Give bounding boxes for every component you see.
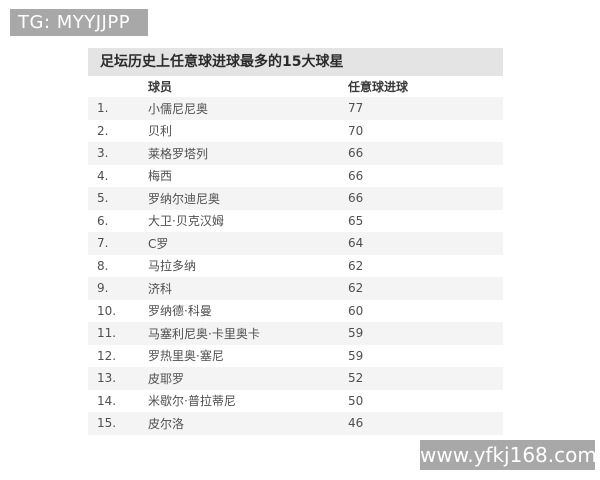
row-rank: 9. (97, 281, 109, 296)
table-row: 14. 米歇尔·普拉蒂尼 50 (88, 389, 503, 412)
row-goals-value: 60 (348, 303, 364, 318)
row-player-name: 罗纳尔迪尼奥 (148, 191, 221, 206)
row-rank: 5. (97, 191, 109, 206)
row-goals-value: 52 (348, 371, 364, 386)
row-player-name: 皮耶罗 (148, 371, 185, 386)
row-rank: 6. (97, 213, 109, 228)
table-title: 足坛历史上任意球进球最多的15大球星 (88, 48, 503, 76)
table-row: 1. 小儒尼尼奥 77 (88, 97, 503, 120)
table-row: 15. 皮尔洛 46 (88, 412, 503, 435)
row-goals-value: 62 (348, 281, 364, 296)
row-rank: 10. (97, 303, 117, 318)
table-row: 10. 罗纳德·科曼 60 (88, 299, 503, 322)
table-row: 11. 马塞利尼奥·卡里奥卡 59 (88, 322, 503, 345)
table-row: 5. 罗纳尔迪尼奥 66 (88, 187, 503, 210)
row-goals-value: 50 (348, 393, 364, 408)
row-goals-value: 70 (348, 123, 364, 138)
row-goals-value: 77 (348, 101, 364, 116)
table-row: 12. 罗热里奥·塞尼 59 (88, 344, 503, 367)
row-goals-value: 59 (348, 348, 364, 363)
row-player-name: 罗纳德·科曼 (148, 304, 212, 319)
row-goals-value: 59 (348, 326, 364, 341)
row-rank: 15. (97, 416, 117, 431)
row-player-name: 小儒尼尼奥 (148, 101, 209, 116)
row-rank: 4. (97, 168, 109, 183)
row-rank: 2. (97, 123, 109, 138)
row-goals-value: 64 (348, 236, 364, 251)
table-row: 7. C罗 64 (88, 232, 503, 255)
table-row: 2. 贝利 70 (88, 119, 503, 142)
row-player-name: 罗热里奥·塞尼 (148, 349, 224, 364)
row-player-name: 梅西 (148, 169, 173, 184)
row-goals-value: 46 (348, 416, 364, 431)
row-player-name: 济科 (148, 281, 173, 296)
table-row: 3. 莱格罗塔列 66 (88, 142, 503, 165)
row-player-name: 皮尔洛 (148, 416, 185, 431)
watermark-top: TG: MYYJJPP (10, 9, 148, 36)
table-row: 9. 济科 62 (88, 277, 503, 300)
table-body: 1. 小儒尼尼奥 77 2. 贝利 70 3. 莱格罗塔列 66 4. 梅西 66 5. 罗纳尔迪尼奥 66… (88, 97, 503, 435)
row-rank: 12. (97, 348, 117, 363)
row-player-name: 马拉多纳 (148, 259, 197, 274)
row-rank: 11. (97, 326, 117, 341)
row-player-name: 马塞利尼奥·卡里奥卡 (148, 326, 260, 341)
table-header-row: 球员 任意球进球 (88, 76, 503, 97)
row-player-name: 米歇尔·普拉蒂尼 (148, 394, 236, 409)
row-player-name: 莱格罗塔列 (148, 146, 209, 161)
column-header-goals: 任意球进球 (348, 80, 409, 94)
table-row: 13. 皮耶罗 52 (88, 367, 503, 390)
table-row: 6. 大卫·贝克汉姆 65 (88, 209, 503, 232)
row-rank: 13. (97, 371, 117, 386)
row-goals-value: 65 (348, 213, 364, 228)
table-row: 8. 马拉多纳 62 (88, 254, 503, 277)
row-player-name: 大卫·贝克汉姆 (148, 214, 224, 229)
row-goals-value: 66 (348, 191, 364, 206)
column-header-player: 球员 (148, 80, 173, 94)
row-rank: 7. (97, 236, 109, 251)
row-rank: 1. (97, 101, 109, 116)
ranking-table-card: 足坛历史上任意球进球最多的15大球星 球员 任意球进球 1. 小儒尼尼奥 77 2. 贝… (88, 48, 503, 435)
row-rank: 3. (97, 146, 109, 161)
table-row: 4. 梅西 66 (88, 164, 503, 187)
row-goals-value: 66 (348, 146, 364, 161)
row-player-name: C罗 (148, 236, 169, 251)
row-goals-value: 66 (348, 168, 364, 183)
row-rank: 8. (97, 258, 109, 273)
row-rank: 14. (97, 393, 117, 408)
watermark-bottom: www.yfkj168.com (420, 440, 597, 470)
row-goals-value: 62 (348, 258, 364, 273)
row-player-name: 贝利 (148, 124, 173, 139)
